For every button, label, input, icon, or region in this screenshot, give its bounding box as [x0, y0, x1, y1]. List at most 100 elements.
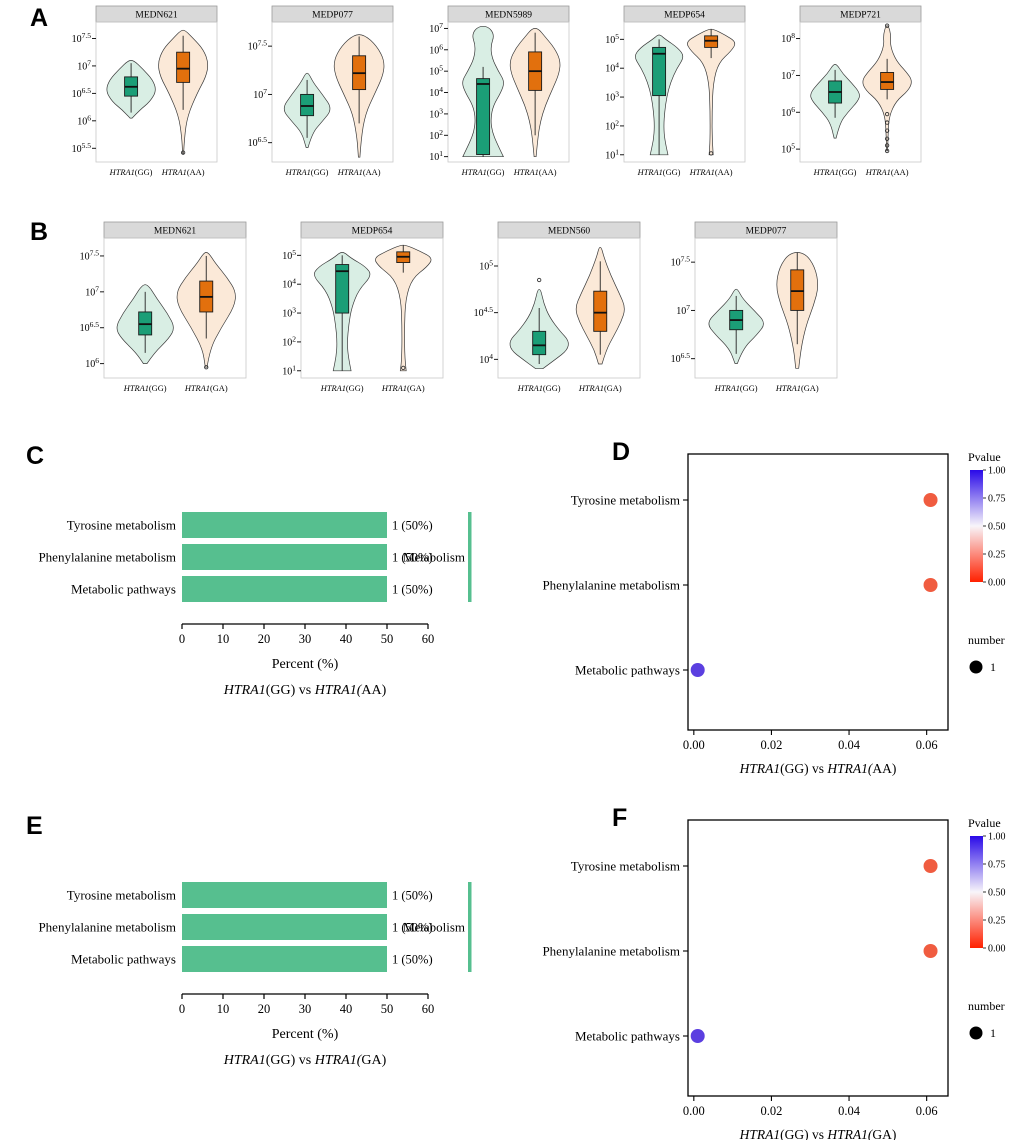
violin-chart-MEDN621: MEDN621 107.5 107 106.5 106 105.5 HTRA1(GG) HTR… [72, 5, 218, 177]
y-tick-label: 107.5 [671, 255, 691, 269]
data-point [690, 663, 705, 677]
pvalue-tick-label: 0.75 [988, 494, 1006, 505]
outlier-point [708, 151, 714, 156]
group-label: HTRA1(AA) [689, 168, 733, 177]
y-tick-label: 105 [282, 248, 296, 262]
comparison-caption: HTRA1(GG) vs HTRA1(AA) [223, 683, 387, 698]
box [300, 93, 315, 117]
violin-title: MEDN621 [135, 11, 177, 21]
bar [182, 946, 387, 972]
group-label: HTRA1(GA) [184, 384, 228, 393]
pvalue-gradient-bar [970, 836, 983, 948]
x-tick-label: 0 [179, 1002, 185, 1016]
box [790, 269, 805, 311]
violin-chart-MEDN560: MEDN560 105 104.5 104 HTRA1(GG) HTRA1(GA) [474, 221, 641, 393]
data-point [923, 859, 938, 873]
y-tick-label: 107 [77, 58, 91, 72]
x-tick-label: 20 [258, 1002, 271, 1016]
bar-chart-E: Tyrosine metabolism 1 (50%) Phenylalanine … [38, 882, 472, 1068]
pvalue-gradient-bar [970, 470, 983, 582]
panel-A-violin-row: MEDN621 107.5 107 106.5 106 105.5 HTRA1(GG) HTR… [50, 2, 930, 209]
panel-C-bar-chart: Tyrosine metabolism 1 (50%) Phenylalanine … [38, 452, 490, 714]
y-tick-label: 104 [605, 61, 619, 75]
y-tick-label: 108 [781, 31, 795, 45]
violin-chart-MEDP654: MEDP654 105 104 103 102 101 HTRA1(GG) HTRA1(GA) [282, 221, 444, 393]
y-tick-label: 107 [676, 303, 690, 317]
bar-chart-C: Tyrosine metabolism 1 (50%) Phenylalanine … [38, 512, 472, 698]
x-tick-label: 30 [299, 1002, 312, 1016]
x-tick-label: 0.02 [760, 1104, 782, 1118]
plot-panel-border [271, 21, 394, 163]
bar-value-label: 1 (50%) [392, 551, 433, 565]
violin-title: MEDP721 [840, 11, 881, 21]
panel-label-B: B [30, 218, 49, 246]
y-tick-label: 105 [781, 142, 795, 156]
bar-category-label: Tyrosine metabolism [67, 518, 176, 533]
number-legend-dot [969, 660, 983, 674]
y-tick-label: 107 [85, 284, 99, 298]
y-tick-label: 104 [282, 277, 296, 291]
pvalue-tick-label: 1.00 [988, 832, 1006, 843]
y-category-label: Metabolic pathways [575, 663, 680, 678]
y-category-label: Tyrosine metabolism [571, 859, 680, 874]
bracket-group-label: Metabolism [403, 920, 465, 935]
violin-chart-MEDP654: MEDP654 105 104 103 102 101 HTRA1(GG) HTRA1(AA) [605, 5, 746, 177]
violin-title: MEDP077 [746, 227, 787, 237]
bar-category-label: Metabolic pathways [71, 952, 176, 967]
y-tick-label: 107 [781, 68, 795, 82]
comparison-caption: HTRA1(GG) vs HTRA1(GA) [739, 1127, 897, 1140]
number-legend-title: number [968, 999, 1005, 1013]
group-label: HTRA1(GG) [714, 384, 758, 393]
metabolism-bracket [468, 882, 472, 972]
outlier-point [884, 128, 890, 133]
bar [182, 512, 387, 538]
outlier-point [884, 23, 890, 28]
outlier-point [884, 120, 890, 125]
panel-D-dot-plot: Tyrosine metabolism Phenylalanine metabol… [540, 442, 1012, 782]
bar-value-label: 1 (50%) [392, 953, 433, 967]
x-tick-label: 10 [217, 1002, 230, 1016]
y-tick-label: 106.5 [671, 351, 691, 365]
y-tick-label: 104 [429, 85, 443, 99]
plot-panel-border [300, 237, 444, 379]
bar-category-label: Tyrosine metabolism [67, 888, 176, 903]
x-tick-label: 0.00 [683, 1104, 705, 1118]
plot-panel-border [694, 237, 838, 379]
box [532, 330, 547, 356]
x-tick-label: 10 [217, 632, 230, 646]
panel-label-E: E [26, 812, 43, 840]
y-tick-label: 104 [479, 352, 493, 366]
bar-value-label: 1 (50%) [392, 583, 433, 597]
y-category-label: Tyrosine metabolism [571, 493, 680, 508]
bracket-group-label: Metabolism [403, 550, 465, 565]
y-tick-label: 106 [85, 356, 99, 370]
number-legend-label: 1 [990, 660, 996, 674]
box [652, 46, 667, 97]
box [335, 264, 350, 314]
plot-border [687, 453, 949, 731]
panel-label-D: D [612, 438, 631, 466]
group-label: HTRA1(AA) [513, 168, 557, 177]
y-tick-label: 107 [429, 21, 443, 35]
y-tick-label: 103 [605, 90, 619, 104]
y-tick-label: 102 [429, 128, 443, 142]
x-tick-label: 0.06 [916, 1104, 938, 1118]
violin-shape [687, 28, 736, 156]
y-tick-label: 104.5 [474, 305, 494, 319]
violin-title: MEDP077 [312, 11, 353, 21]
group-label: HTRA1(AA) [337, 168, 381, 177]
y-tick-label: 101 [605, 147, 619, 161]
violin-chart-MEDN5989: MEDN5989 107 106 105 104 103 102 101 HTRA1(GG) HT… [429, 5, 570, 177]
violin-chart-MEDP077: MEDP077 107.5 107 106.5 HTRA1(GG) HTRA1(AA) [248, 5, 394, 177]
plot-panel-border [447, 21, 570, 163]
y-tick-label: 106 [781, 105, 795, 119]
data-point [923, 944, 938, 958]
bar-category-label: Phenylalanine metabolism [38, 550, 176, 565]
y-category-label: Phenylalanine metabolism [542, 578, 680, 593]
y-category-label: Metabolic pathways [575, 1029, 680, 1044]
group-label: HTRA1(AA) [865, 168, 909, 177]
violin-chart-MEDP077: MEDP077 107.5 107 106.5 HTRA1(GG) HTRA1(GA) [671, 221, 838, 393]
y-category-label: Phenylalanine metabolism [542, 944, 680, 959]
y-tick-label: 106 [429, 42, 443, 56]
plot-panel-border [103, 237, 247, 379]
